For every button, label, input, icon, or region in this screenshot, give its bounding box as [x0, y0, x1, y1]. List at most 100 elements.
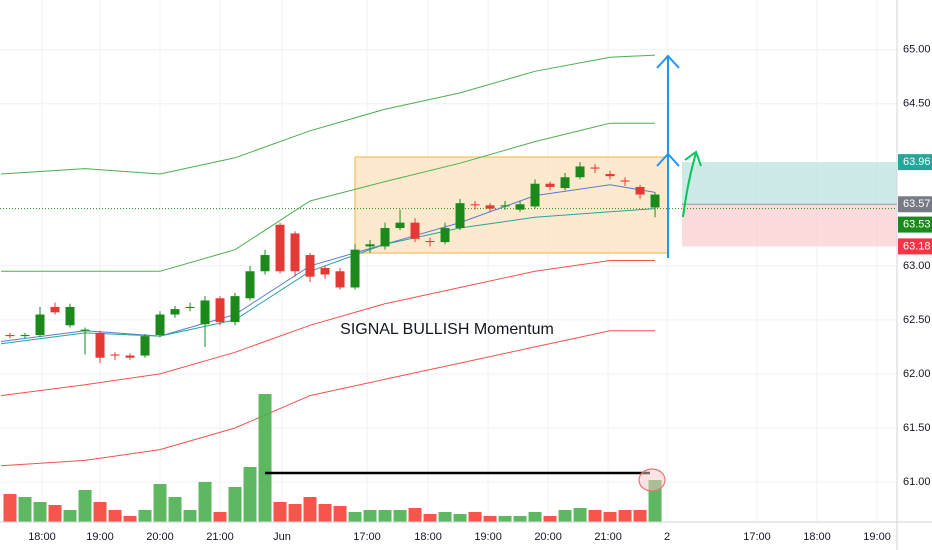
x-tick-label: 21:00: [594, 531, 622, 543]
candles: [5, 162, 660, 364]
loss-zone: [682, 204, 897, 247]
candle-body: [590, 167, 600, 169]
volume-bar: [513, 516, 527, 522]
x-tick-label: 19:00: [474, 531, 502, 543]
volume-bar: [633, 510, 647, 522]
x-tick-label: 19:00: [86, 531, 114, 543]
volume-bar: [528, 512, 542, 522]
price-label: 63.53: [903, 218, 931, 230]
candle-body: [635, 186, 645, 195]
candle-body: [275, 224, 285, 272]
price-label-bg: [898, 238, 932, 255]
candle-body: [455, 203, 465, 229]
range-box: [354, 156, 669, 254]
volume-bar: [558, 510, 572, 522]
volume-bar: [273, 502, 287, 522]
axes: 61.00 61.50 62.00 62.50 63.00 64.50 65.00 18:00…: [28, 44, 932, 543]
candle-body: [575, 166, 585, 178]
bull-arrow: [682, 150, 702, 218]
volume-bar: [33, 502, 47, 522]
x-tick-label: 18:00: [803, 531, 831, 543]
volume-bar: [63, 510, 77, 522]
volume-bar: [363, 510, 377, 522]
volume-bar: [123, 516, 137, 522]
candle-body: [125, 355, 135, 358]
indicator-line: [0, 208, 656, 345]
candle-body: [80, 329, 90, 331]
volume-bar: [153, 484, 167, 522]
x-tick-label: 19:00: [863, 531, 891, 543]
volume-bar: [333, 506, 347, 522]
candle-body: [5, 335, 15, 337]
candle-body: [50, 306, 60, 313]
volume-bar: [423, 514, 437, 522]
volume-bar: [453, 514, 467, 522]
candle-body: [185, 306, 195, 309]
candle-body: [335, 271, 345, 288]
candle-body: [545, 183, 555, 187]
y-tick-label: 61.00: [903, 476, 931, 488]
volume-bar: [483, 516, 497, 522]
volume-bar: [3, 494, 17, 522]
candle-body: [365, 244, 375, 247]
x-tick-label: 20:00: [146, 531, 174, 543]
x-tick-label: Jun: [273, 531, 291, 543]
candle-body: [155, 314, 165, 336]
price-label-bg: [898, 154, 932, 171]
price-label-bg: [898, 216, 932, 233]
profit-zone: [682, 162, 897, 205]
volume-bar: [438, 512, 452, 522]
candle-body: [440, 228, 450, 243]
candle-body: [215, 298, 225, 323]
volume-bar: [243, 467, 257, 522]
candle-body: [95, 332, 105, 358]
volume-bar: [258, 394, 272, 522]
y-tick-label: 64.50: [903, 98, 931, 110]
candle-body: [410, 222, 420, 239]
x-tick-label: 18:00: [414, 531, 442, 543]
indicator-line: [1, 122, 655, 272]
volume-bar: [573, 508, 587, 522]
x-tick-label: 2: [664, 531, 670, 543]
volume-bar: [393, 510, 407, 522]
volume-bar: [588, 510, 602, 522]
candle-body: [20, 335, 30, 337]
candle-body: [245, 271, 255, 299]
position-tool: [0, 162, 897, 247]
x-tick-label: 20:00: [534, 531, 562, 543]
volume-bar: [198, 482, 212, 522]
volume-bar: [93, 502, 107, 522]
x-tick-label: 17:00: [743, 531, 771, 543]
candle-body: [320, 268, 330, 275]
candle-body: [485, 205, 495, 209]
candle-body: [170, 309, 180, 315]
indicator-line: [0, 184, 656, 342]
volume-bar: [168, 497, 182, 522]
volume-bar: [48, 505, 62, 522]
candle-body: [620, 180, 630, 182]
x-tick-label: 21:00: [206, 531, 234, 543]
candle-body: [260, 255, 270, 272]
candle-body: [200, 300, 210, 325]
candle-body: [290, 233, 300, 272]
annotation: SIGNAL BULLISH Momentum: [340, 321, 554, 338]
grid: [0, 0, 897, 522]
candle-body: [650, 194, 660, 208]
y-tick-label: 63.00: [903, 260, 931, 272]
candle-body: [380, 228, 390, 247]
price-label: 63.18: [903, 240, 931, 252]
volume-bar: [498, 516, 512, 522]
candle-body: [470, 204, 480, 206]
candle-body: [305, 255, 315, 277]
candle-body: [35, 314, 45, 336]
volume-bar: [18, 497, 32, 522]
volume-bar: [618, 510, 632, 522]
volume-bar: [378, 510, 392, 522]
candle-body: [395, 222, 405, 229]
candle-body: [605, 174, 615, 177]
candle-body: [560, 177, 570, 189]
indicator-lines: [0, 54, 656, 467]
volume-bar: [603, 512, 617, 522]
